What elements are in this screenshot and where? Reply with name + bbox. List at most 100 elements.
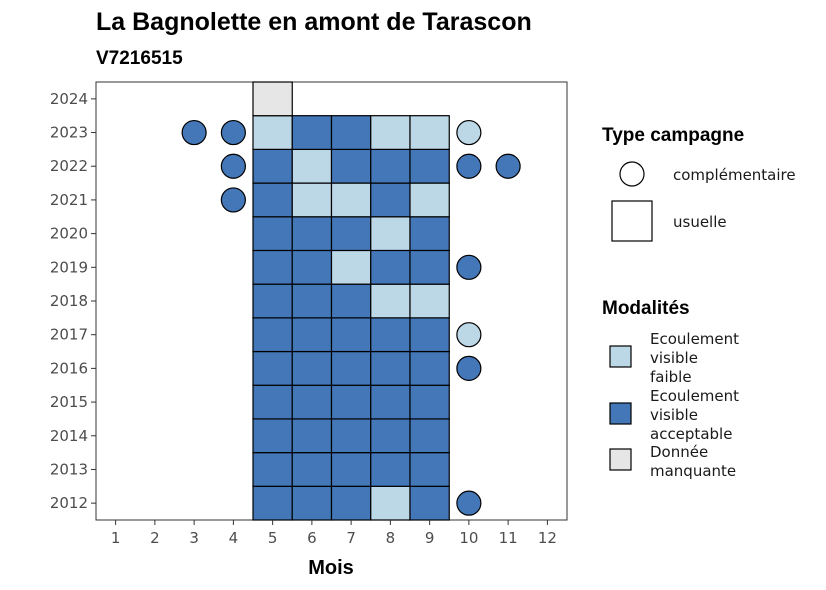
legend-key-label: Donnée bbox=[650, 443, 708, 461]
usuelle-tile bbox=[409, 418, 450, 454]
complementaire-point bbox=[456, 153, 482, 179]
usuelle-tile bbox=[252, 452, 293, 487]
x-axis-title: Mois bbox=[308, 557, 354, 579]
usuelle-tile bbox=[370, 283, 411, 319]
usuelle-tile bbox=[409, 115, 450, 150]
y-tick-label: 2012 bbox=[50, 494, 88, 512]
usuelle-tile bbox=[252, 148, 293, 184]
y-tick-label: 2021 bbox=[50, 191, 88, 209]
complementaire-point bbox=[456, 490, 482, 516]
y-tick-label: 2019 bbox=[50, 258, 88, 276]
chart-title: La Bagnolette en amont de Tarascon bbox=[96, 8, 532, 36]
complementaire-point bbox=[456, 355, 482, 381]
y-tick-label: 2023 bbox=[50, 124, 88, 142]
usuelle-tile bbox=[291, 182, 333, 218]
y-tick-label: 2015 bbox=[50, 393, 88, 411]
usuelle-tile bbox=[252, 418, 293, 454]
usuelle-tile bbox=[409, 283, 450, 319]
usuelle-tile bbox=[409, 216, 450, 252]
y-tick-label: 2018 bbox=[50, 292, 88, 310]
x-tick-label: 7 bbox=[346, 529, 356, 547]
usuelle-tile bbox=[409, 249, 450, 285]
usuelle-tile bbox=[330, 485, 372, 521]
complementaire-point bbox=[220, 119, 246, 146]
complementaire-point bbox=[456, 322, 482, 348]
usuelle-tile bbox=[330, 283, 372, 319]
legend-key-label: visible bbox=[650, 349, 698, 367]
x-tick-label: 5 bbox=[268, 529, 278, 547]
y-tick-label: 2017 bbox=[50, 326, 88, 344]
usuelle-tile bbox=[370, 115, 411, 150]
y-tick-label: 2016 bbox=[50, 359, 88, 377]
y-tick-label: 2013 bbox=[50, 460, 88, 478]
usuelle-tile bbox=[409, 384, 450, 420]
legend-key-label: manquante bbox=[650, 462, 736, 480]
x-tick-label: 8 bbox=[386, 529, 396, 547]
y-tick-label: 2020 bbox=[50, 225, 88, 243]
usuelle-tile bbox=[291, 115, 333, 150]
usuelle-tile bbox=[252, 350, 293, 386]
x-tick-label: 6 bbox=[307, 529, 317, 547]
usuelle-tile bbox=[370, 452, 411, 487]
usuelle-tile bbox=[330, 418, 372, 454]
usuelle-tile bbox=[370, 148, 411, 184]
usuelle-tile bbox=[291, 216, 333, 252]
legend-type-label-complementaire: complémentaire bbox=[673, 166, 796, 184]
legend-key-swatch bbox=[609, 402, 632, 425]
usuelle-tile bbox=[291, 350, 333, 386]
complementaire-point bbox=[456, 119, 482, 146]
legend-key-label: faible bbox=[650, 368, 692, 386]
usuelle-tile bbox=[291, 485, 333, 521]
usuelle-tile bbox=[370, 317, 411, 353]
usuelle-tile bbox=[409, 350, 450, 386]
usuelle-tile bbox=[370, 485, 411, 521]
usuelle-tile bbox=[252, 249, 293, 285]
x-tick-label: 9 bbox=[425, 529, 435, 547]
x-tick-label: 2 bbox=[150, 529, 160, 547]
usuelle-tile bbox=[252, 283, 293, 319]
usuelle-tile bbox=[370, 182, 411, 218]
usuelle-tile bbox=[330, 148, 372, 184]
usuelle-tile bbox=[370, 384, 411, 420]
usuelle-tile bbox=[330, 216, 372, 252]
usuelle-tile bbox=[330, 182, 372, 218]
legend-key-swatch bbox=[609, 448, 632, 471]
usuelle-tile bbox=[370, 249, 411, 285]
complementaire-points bbox=[181, 119, 521, 516]
legend-key-label: Ecoulement bbox=[650, 330, 739, 348]
usuelle-tile bbox=[330, 350, 372, 386]
y-tick-label: 2022 bbox=[50, 157, 88, 175]
usuelle-tile bbox=[409, 148, 450, 184]
x-tick-label: 12 bbox=[538, 529, 557, 547]
chart-subtitle: V7216515 bbox=[96, 48, 183, 69]
usuelle-tile bbox=[330, 384, 372, 420]
x-tick-label: 1 bbox=[111, 529, 121, 547]
usuelle-tile bbox=[252, 216, 293, 252]
x-tick-label: 3 bbox=[189, 529, 199, 547]
usuelle-tile bbox=[330, 317, 372, 353]
usuelle-tile bbox=[291, 452, 333, 487]
x-tick-label: 10 bbox=[459, 529, 478, 547]
usuelle-tile bbox=[409, 317, 450, 353]
usuelle-tile bbox=[252, 317, 293, 353]
legend-key-label: acceptable bbox=[650, 425, 732, 443]
usuelle-tile bbox=[330, 115, 372, 150]
usuelle-tile bbox=[291, 317, 333, 353]
usuelle-tile bbox=[291, 249, 333, 285]
legend-key-label: visible bbox=[650, 406, 698, 424]
usuelle-tile bbox=[291, 384, 333, 420]
usuelle-tile bbox=[291, 283, 333, 319]
complementaire-point bbox=[220, 187, 246, 213]
legend-key-swatch bbox=[609, 345, 632, 368]
legend-circle-icon bbox=[619, 161, 645, 187]
usuelle-tile bbox=[252, 81, 293, 117]
usuelle-tile bbox=[370, 350, 411, 386]
usuelle-tile bbox=[330, 452, 372, 487]
complementaire-point bbox=[220, 153, 246, 179]
legend-modalites-title: Modalités bbox=[602, 298, 690, 319]
usuelle-tile bbox=[330, 249, 372, 285]
usuelle-tile bbox=[370, 418, 411, 454]
complementaire-point bbox=[456, 254, 482, 280]
axes: 1 2 3 4 5 6 7 8 9 10 11 122012201320142015201620172… bbox=[50, 90, 557, 547]
x-tick-label: 11 bbox=[499, 529, 518, 547]
